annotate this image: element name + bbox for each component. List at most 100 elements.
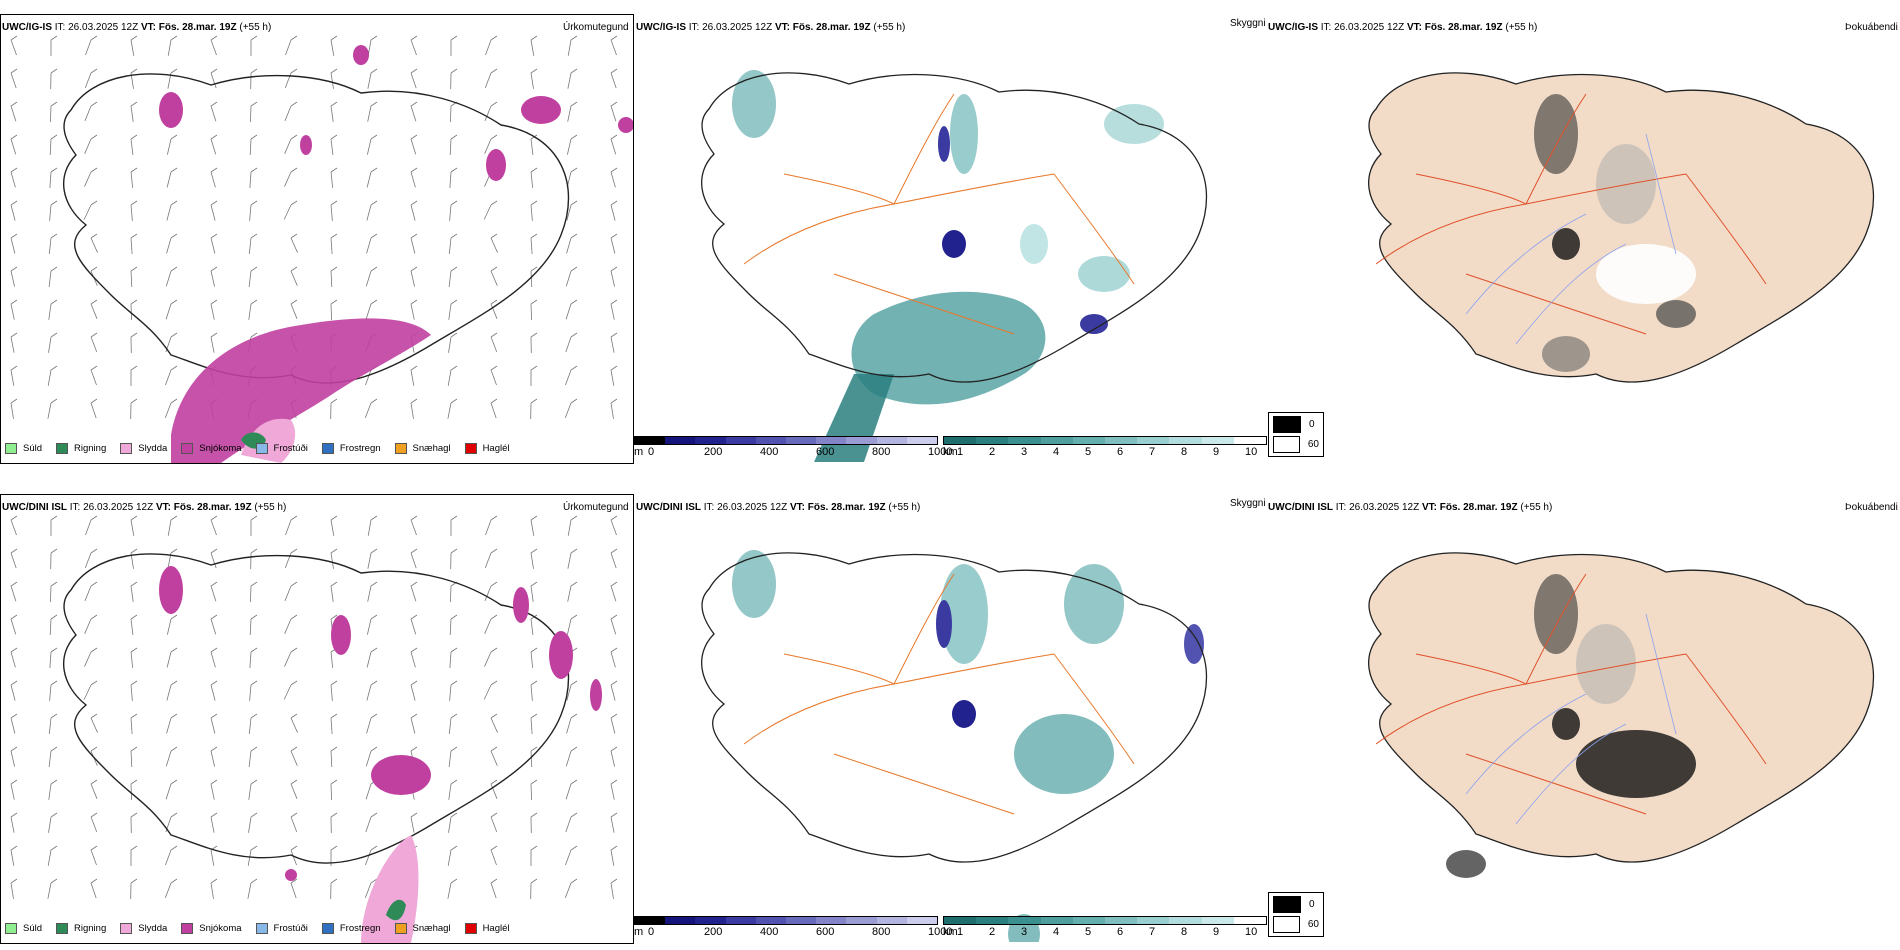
colorbar-cell [1233,437,1266,444]
colorbar-tick: 400 [760,926,779,938]
fog-max-swatch [1273,416,1301,433]
fog-panel-bottom [1266,494,1900,942]
iceland-coast-vis [701,72,1208,383]
colorbar-cell [1233,917,1266,924]
colorbar-tick: 2 [989,926,996,938]
visibility-map-bottom [701,550,1208,942]
colorbar-tick: 600 [816,926,835,938]
colorbar-cell [695,437,726,444]
colorbar-tick: 200 [704,446,723,458]
colorbar-cell [876,917,907,924]
colorbar-unit: km [943,446,958,458]
fog-scale-top: 0 60 [1268,412,1324,457]
colorbar-cell [1137,917,1170,924]
visibility-panel-top [634,14,1264,462]
colorbar-cell [635,917,666,924]
legend-item: Frostregn [321,443,381,454]
colorbar-cell [876,437,907,444]
header-top-3: UWC/IG-IS IT: 26.03.2025 12Z VT: Fös. 28… [1268,22,1538,33]
legend-item: Snjókoma [181,923,242,934]
field-visibility-bottom: Skyggni [1230,498,1266,509]
colorbar-tick: 10 [1245,926,1258,938]
colorbar-cell [1040,437,1073,444]
precip-map-bottom [10,515,618,943]
legend-item: Haglél [464,923,510,934]
colorbar-tick: 800 [872,446,891,458]
colorbar-tick: 600 [816,446,835,458]
colorbar-cell [976,917,1009,924]
colorbar-cell [755,917,786,924]
header-bottom-3: UWC/DINI ISL IT: 26.03.2025 12Z VT: Fös.… [1268,502,1553,513]
colorbar-cell [785,917,817,924]
legend-swatch [56,923,69,934]
colorbar-cell [1040,917,1073,924]
colorbar-tick: 800 [872,926,891,938]
colorbar-cell [816,437,847,444]
fog-min-swatch [1273,916,1300,933]
legend-item: Haglél [464,443,510,454]
colorbar-cell [1072,917,1105,924]
colorbar-tick: 3 [1021,446,1028,458]
legend-swatch [394,923,407,934]
colorbar-tick: 1000 [928,926,953,938]
colorbar-tick: 5 [1085,926,1092,938]
colorbar-tick: 400 [760,446,779,458]
field-precip-bottom: Úrkomutegund [563,502,629,513]
colorbar-cell [1137,437,1170,444]
colorbar-tick: 10 [1245,446,1258,458]
colorbar-tick: 0 [648,926,655,938]
colorbar-cell [1169,437,1202,444]
iceland-coast [62,73,570,384]
colorbar-cell [1201,917,1234,924]
legend-item: Snjókoma [181,443,242,454]
precip-panel-top: Súld Rigning Slydda Snjókoma Frostúði Frostre… [0,14,634,464]
legend-item: Súld [5,443,42,454]
colorbar-tick: 6 [1117,926,1124,938]
colorbar-tick: 7 [1149,926,1156,938]
colorbar-cell [725,917,756,924]
colorbar-cell [785,437,817,444]
colorbar-tick: 1000 [928,446,953,458]
legend-item: Rigning [56,923,106,934]
colorbar-cell [695,917,726,924]
legend-swatch [255,923,268,934]
colorbar-tick: 8 [1181,446,1188,458]
fog-scale-bottom: 0 60 [1268,892,1324,937]
legend-swatch [181,923,194,934]
visibility-map-top [701,70,1208,462]
colorbar-tick: 0 [648,446,655,458]
fog-min-swatch [1273,436,1300,453]
colorbar-cell [944,437,977,444]
colorbar-tick: 7 [1149,446,1156,458]
colorbar-cell [1169,917,1202,924]
colorbar-unit: km [943,926,958,938]
colorbar-tick: 9 [1213,926,1220,938]
colorbar-cell [635,437,666,444]
ceiling-ticks-bottom: m 0 200 400 600 800 1000 [634,926,974,940]
vis-ticks-bottom: km 1 2 3 4 5 6 7 8 9 10 [943,926,1273,940]
legend-swatch [5,443,17,454]
legend-item: Slydda [120,923,167,934]
legend-item: Rigning [56,443,106,454]
colorbar-cell [1104,917,1138,924]
colorbar-cell [665,917,696,924]
header-top-1: UWC/IG-IS IT: 26.03.2025 12Z VT: Fös. 28… [2,22,272,33]
colorbar-tick: 4 [1053,446,1060,458]
colorbar-tick: 1 [957,446,964,458]
header-bottom-1: UWC/DINI ISL IT: 26.03.2025 12Z VT: Fös.… [2,502,287,513]
precip-legend-top: Súld Rigning Slydda Snjókoma Frostúði Frostre… [5,443,524,454]
colorbar-unit: m [634,446,644,458]
colorbar-tick: 1 [957,926,964,938]
colorbar-tick: 6 [1117,446,1124,458]
fog-max-swatch [1273,896,1301,913]
field-precip-top: Úrkomutegund [563,22,629,33]
legend-swatch [394,443,407,454]
legend-swatch [5,923,17,934]
colorbar-cell [1201,437,1234,444]
header-top-2: UWC/IG-IS IT: 26.03.2025 12Z VT: Fös. 28… [636,22,906,33]
legend-item: Frostúði [255,923,308,934]
ceiling-bar-top [634,436,938,445]
fog-map-bottom [1368,552,1875,878]
legend-swatch [120,923,133,934]
colorbar-cell [1072,437,1105,444]
